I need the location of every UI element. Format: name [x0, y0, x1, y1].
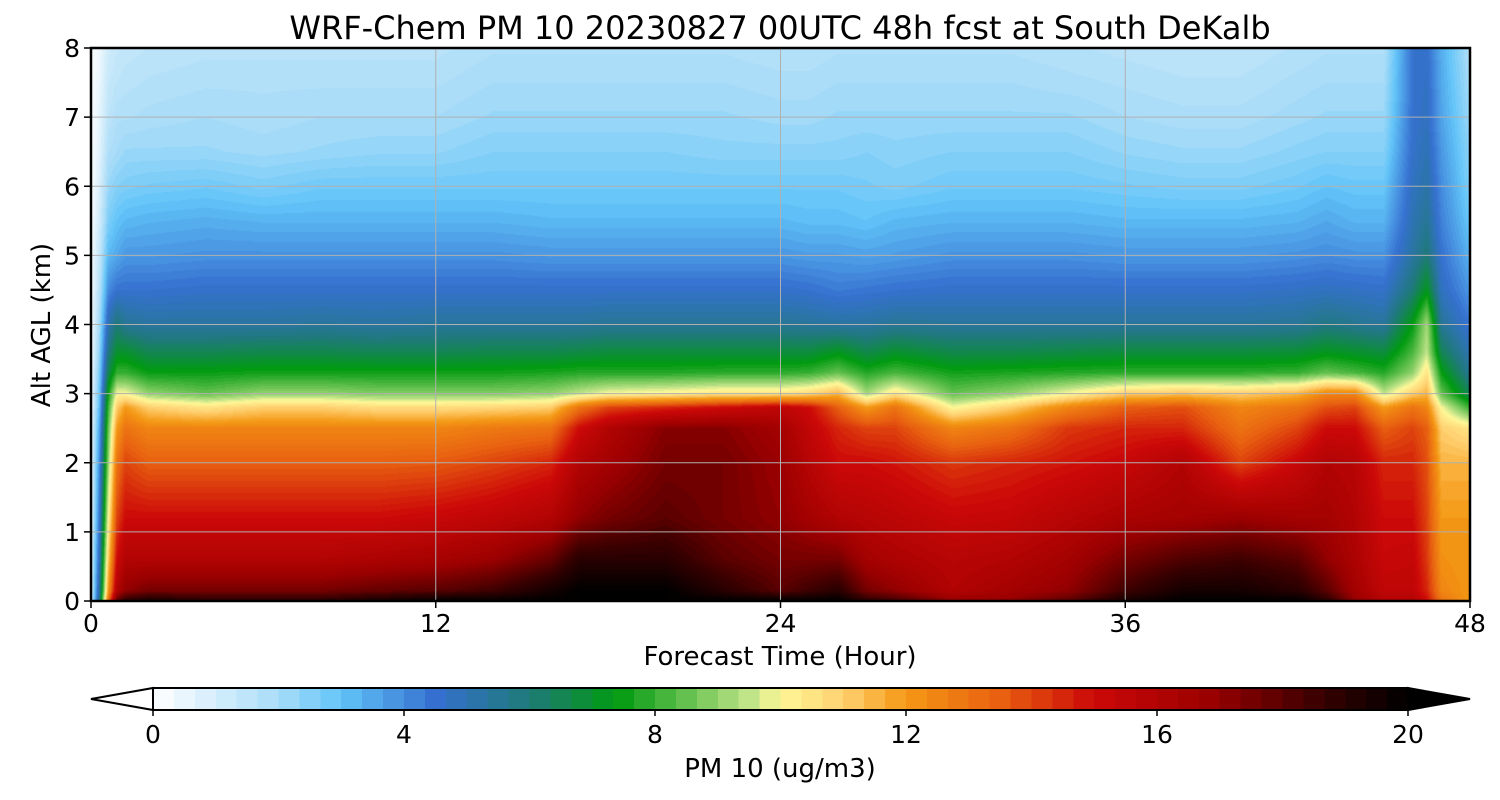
x-axis-label: Forecast Time (Hour)	[643, 642, 916, 672]
colorbar-ticks: 0 4 8 12 16 20	[145, 710, 1424, 749]
colorbar-over-arrow	[1407, 686, 1471, 712]
x-tick-label: 24	[765, 609, 797, 638]
y-axis-ticks: 0 1 2 3 4 5 6 7 8	[64, 34, 91, 616]
y-axis-label: Alt AGL (km)	[27, 243, 57, 407]
y-tick-label: 1	[64, 518, 80, 547]
y-tick-label: 7	[64, 103, 80, 132]
y-tick-label: 3	[64, 380, 80, 409]
x-tick-label: 0	[83, 609, 99, 638]
colorbar-tick-label: 20	[1392, 720, 1424, 749]
colorbar-gradient	[152, 687, 1409, 711]
y-tick-label: 4	[64, 311, 80, 340]
colorbar-under-arrow	[90, 686, 154, 712]
colorbar-tick-label: 16	[1141, 720, 1173, 749]
y-tick-label: 6	[64, 172, 80, 201]
chart-title: WRF-Chem PM 10 20230827 00UTC 48h fcst a…	[289, 9, 1270, 47]
y-tick-label: 5	[64, 241, 80, 270]
colorbar-tick-label: 12	[890, 720, 922, 749]
colorbar: 0 4 8 12 16 20	[90, 686, 1471, 749]
y-tick-label: 0	[64, 587, 80, 616]
colorbar-label: PM 10 (ug/m3)	[684, 754, 876, 784]
colorbar-tick-label: 4	[396, 720, 412, 749]
x-tick-label: 36	[1109, 609, 1141, 638]
colorbar-tick-label: 8	[647, 720, 663, 749]
y-tick-label: 2	[64, 449, 80, 478]
x-tick-label: 12	[420, 609, 452, 638]
y-tick-label: 8	[64, 34, 80, 63]
colorbar-tick-label: 0	[145, 720, 161, 749]
x-tick-label: 48	[1454, 609, 1486, 638]
x-axis-ticks: 0 12 24 36 48	[83, 601, 1486, 638]
